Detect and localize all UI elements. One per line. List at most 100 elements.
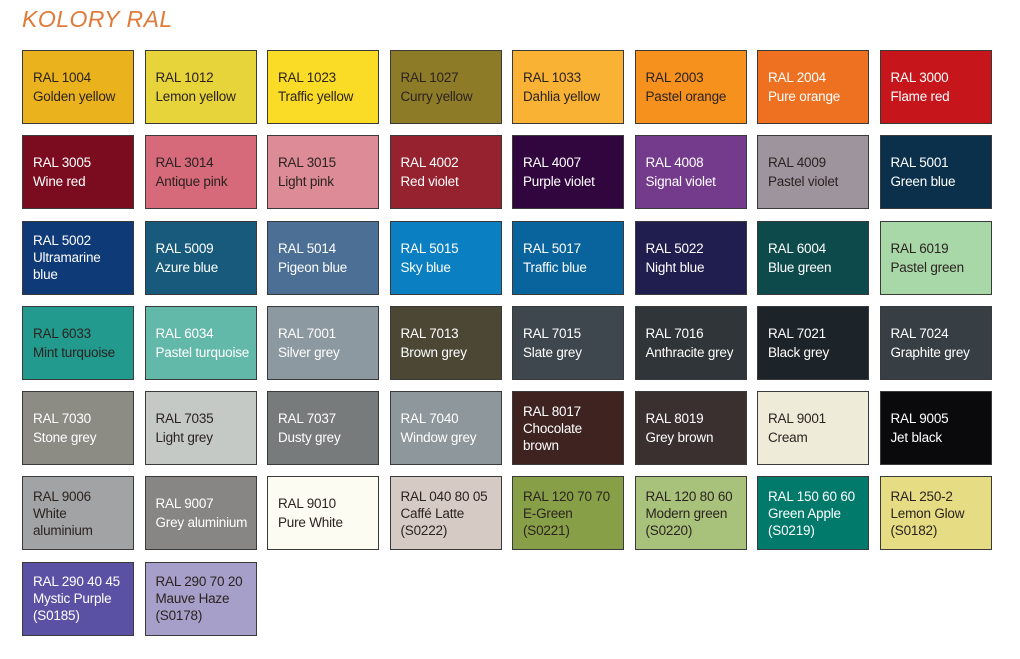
color-swatch: RAL 3015 Light pink <box>267 135 379 210</box>
swatch-name: (S0185) <box>33 608 80 624</box>
swatch-code: RAL 7015 <box>523 325 581 341</box>
swatch-name: (S0222) <box>400 522 448 538</box>
color-swatch: RAL 7024 Graphite grey <box>879 305 992 380</box>
swatch-name: Window grey <box>400 430 477 446</box>
swatch-name: Night blue <box>645 259 705 275</box>
swatch-code: RAL 3014 <box>155 155 214 171</box>
swatch-code: RAL 1023 <box>278 70 336 85</box>
color-swatch: RAL 1033 Dahlia yellow <box>512 50 624 124</box>
swatch-name: Traffic blue <box>523 259 587 275</box>
swatch-name: Purple violet <box>523 174 595 190</box>
swatch-name: Lemon Glow <box>890 505 965 521</box>
color-swatch: RAL 1023 Traffic yellow <box>267 50 379 124</box>
swatch-code: RAL 2004 <box>768 70 826 85</box>
swatch-name: Dusty grey <box>278 430 341 446</box>
color-swatch: RAL 6034 Pastel turquoise <box>144 305 257 380</box>
color-swatch: RAL 7016 Anthracite grey <box>634 305 747 380</box>
swatch-code: RAL 9006 <box>33 488 91 504</box>
swatch-name: (S0219) <box>768 522 815 538</box>
swatch-code: RAL 6034 <box>155 325 214 341</box>
swatch-name: Green blue <box>890 174 956 190</box>
swatch-code: RAL 4009 <box>768 155 826 171</box>
swatch-code: RAL 7001 <box>278 325 336 341</box>
swatch-name: Cream <box>768 430 808 446</box>
color-swatch: RAL 7040 Window grey <box>389 391 502 466</box>
swatch-code: RAL 4002 <box>400 155 459 171</box>
swatch-name: Light pink <box>278 174 334 190</box>
swatch-code: RAL 7040 <box>400 411 459 427</box>
color-swatch: RAL 2004 Pure orange <box>757 50 869 124</box>
swatch-code: RAL 120 80 60 <box>645 488 733 504</box>
swatch-code: RAL 040 80 05 <box>400 488 488 504</box>
swatch-name: Anthracite grey <box>645 344 734 360</box>
swatch-name: Jet black <box>890 430 943 446</box>
swatch-code: RAL 5002 <box>33 233 91 249</box>
swatch-code: RAL 1027 <box>400 70 459 85</box>
swatch-name: Sky blue <box>400 259 451 275</box>
swatch-name: Slate grey <box>523 344 582 360</box>
swatch-name: Traffic yellow <box>278 89 354 104</box>
swatch-name: Graphite grey <box>890 344 970 360</box>
color-swatch: RAL 9006 White aluminium <box>22 476 134 551</box>
swatch-name: Flame red <box>890 89 950 104</box>
swatch-code: RAL 5001 <box>890 155 949 171</box>
swatch-code: RAL 7021 <box>768 325 826 341</box>
swatch-code: RAL 5022 <box>645 240 704 256</box>
swatch-name: Black grey <box>768 344 830 360</box>
swatch-name: Pastel violet <box>768 174 839 190</box>
swatch-code: RAL 6004 <box>768 240 826 256</box>
swatch-name: Stone grey <box>33 430 97 446</box>
color-swatch: RAL 5014 Pigeon blue <box>267 220 379 295</box>
color-swatch: RAL 5009 Azure blue <box>144 220 257 295</box>
color-swatch: RAL 7015 Slate grey <box>512 305 624 380</box>
swatch-code: RAL 7035 <box>155 411 214 427</box>
color-swatch: RAL 2003 Pastel orange <box>634 50 747 124</box>
swatch-name: Ultramarine <box>33 250 101 266</box>
swatch-code: RAL 290 40 45 <box>33 574 120 590</box>
color-swatch: RAL 3005 Wine red <box>22 135 134 210</box>
swatch-code: RAL 5014 <box>278 240 336 256</box>
swatch-code: RAL 1012 <box>155 70 214 85</box>
swatch-code: RAL 9001 <box>768 411 826 427</box>
swatch-code: RAL 7030 <box>33 411 91 427</box>
swatch-code: RAL 9005 <box>890 411 949 427</box>
color-swatch: RAL 5002 Ultramarine blue <box>22 220 134 295</box>
swatch-code: RAL 7013 <box>400 325 459 341</box>
swatch-name: E-Green <box>523 505 573 521</box>
swatch-code: RAL 3015 <box>278 155 336 171</box>
color-swatch: RAL 6033 Mint turquoise <box>22 305 134 380</box>
color-swatch: RAL 4008 Signal violet <box>634 135 747 210</box>
swatch-code: RAL 1004 <box>33 70 91 85</box>
swatch-name: Golden yellow <box>33 89 116 104</box>
swatch-name: Light grey <box>155 430 213 446</box>
swatch-name: Mauve Haze <box>155 591 230 607</box>
swatch-code: RAL 7024 <box>890 325 949 341</box>
color-swatch: RAL 120 80 60 Modern green (S0220) <box>634 476 747 551</box>
swatch-name: Mystic Purple <box>33 591 112 607</box>
swatch-code: RAL 6019 <box>890 240 949 256</box>
swatch-code: RAL 2003 <box>645 70 704 85</box>
swatch-code: RAL 150 60 60 <box>768 488 855 504</box>
swatch-name: brown <box>523 437 559 453</box>
swatch-name: Grey aluminium <box>155 515 248 531</box>
color-swatch: RAL 6019 Pastel green <box>879 220 992 295</box>
swatch-name: Pastel orange <box>645 89 727 104</box>
swatch-code: RAL 7037 <box>278 411 336 427</box>
swatch-code: RAL 6033 <box>33 325 91 341</box>
swatch-name: Green Apple <box>768 505 841 521</box>
color-swatch-grid: RAL 1004 Golden yellow RAL 1012 Lemon yello… <box>22 50 992 636</box>
color-swatch: RAL 9005 Jet black <box>879 391 992 466</box>
color-swatch: RAL 250-2 Lemon Glow (S0182) <box>879 476 992 551</box>
swatch-code: RAL 5017 <box>523 240 581 256</box>
color-swatch: RAL 9010 Pure White <box>267 476 379 551</box>
swatch-name: Pure White <box>278 515 343 531</box>
swatch-name: Modern green <box>645 505 728 521</box>
swatch-code: RAL 5015 <box>400 240 459 256</box>
swatch-name: Silver grey <box>278 344 340 360</box>
color-swatch: RAL 7037 Dusty grey <box>267 391 379 466</box>
swatch-code: RAL 9010 <box>278 496 336 512</box>
swatch-name: Curry yellow <box>400 89 473 104</box>
color-swatch: RAL 290 70 20 Mauve Haze (S0178) <box>144 561 257 636</box>
color-swatch: RAL 7021 Black grey <box>757 305 869 380</box>
color-swatch: RAL 1012 Lemon yellow <box>144 50 257 124</box>
